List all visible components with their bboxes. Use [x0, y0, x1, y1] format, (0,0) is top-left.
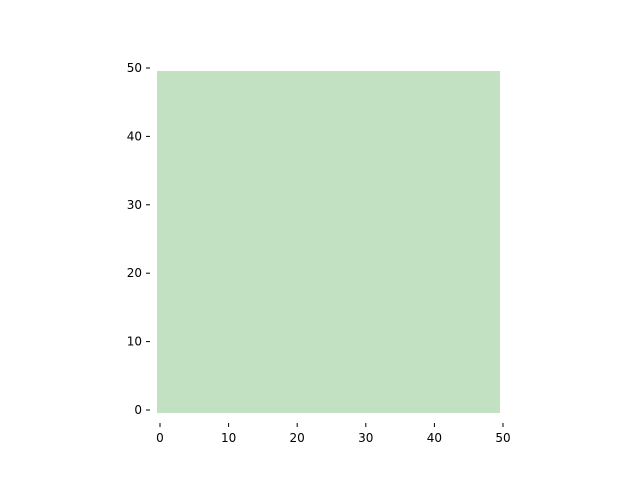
y-tick-label-2: 20 — [127, 266, 142, 280]
x-tick-label-0: 0 — [156, 431, 164, 445]
x-tick-label-3: 30 — [358, 431, 373, 445]
plot-area — [157, 71, 500, 413]
x-tick-label-4: 40 — [427, 431, 442, 445]
y-tick-label-0: 0 — [134, 403, 142, 417]
x-axis: 0 10 20 30 40 50 — [156, 423, 511, 445]
y-tick-label-3: 30 — [127, 198, 142, 212]
heatmap-cell-0 — [157, 71, 500, 413]
x-tick-label-5: 50 — [495, 431, 510, 445]
x-tick-label-2: 20 — [290, 431, 305, 445]
x-tick-label-1: 10 — [221, 431, 236, 445]
y-axis: 0 10 20 30 40 50 — [127, 61, 150, 417]
y-tick-label-4: 40 — [127, 129, 142, 143]
y-tick-label-5: 50 — [127, 61, 142, 75]
y-tick-label-1: 10 — [127, 335, 142, 349]
